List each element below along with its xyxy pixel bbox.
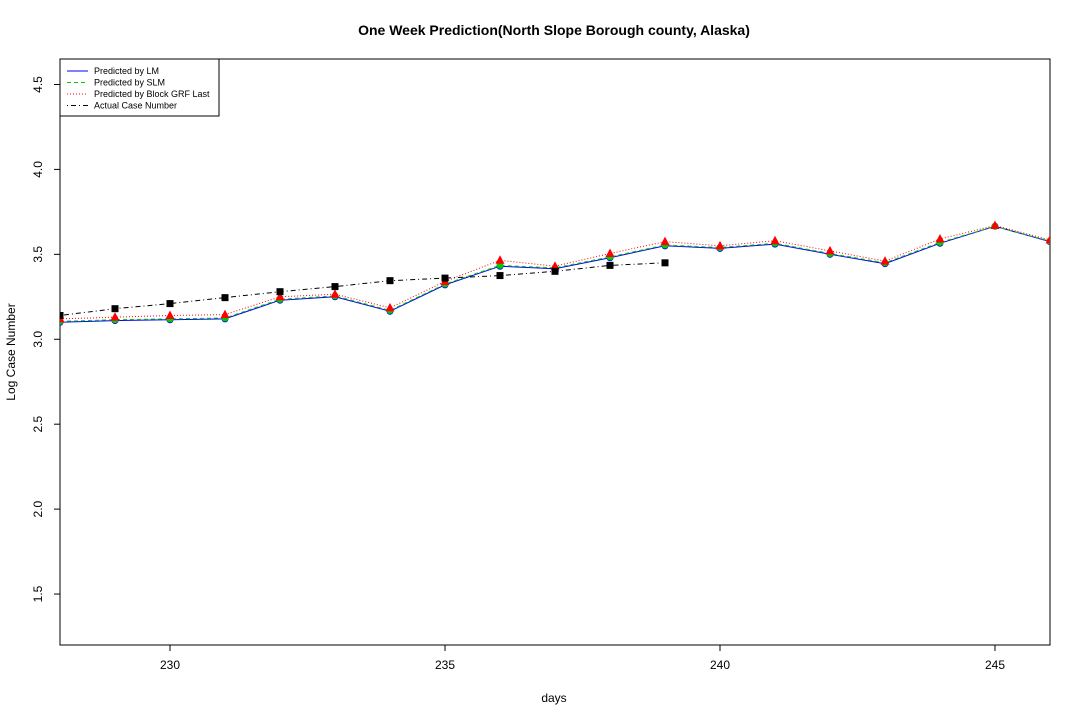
x-tick-label: 230 [160,658,180,672]
data-point-predicted-by-block-grf-last [275,291,285,301]
data-point-predicted-by-block-grf-last [880,256,890,265]
data-point-predicted-by-block-grf-last [550,261,560,270]
data-point-predicted-by-block-grf-last [385,302,395,312]
data-point-predicted-by-block-grf-last [330,289,340,298]
data-point-actual-case-number [111,305,119,313]
data-point-actual-case-number [551,267,559,275]
y-tick-label: 4.0 [31,161,45,178]
data-point-predicted-by-block-grf-last [165,310,175,319]
legend-box [59,58,220,117]
x-tick-label: 235 [435,658,455,672]
data-point-predicted-by-block-grf-last [660,236,670,246]
data-point-predicted-by-block-grf-last [715,240,725,250]
x-tick-label: 245 [985,658,1005,672]
data-point-predicted-by-block-grf-last [495,255,505,264]
legend-label: Predicted by LM [94,66,159,76]
y-tick-label: 2.5 [31,416,45,433]
plot-frame [59,58,1051,646]
y-tick-label: 4.5 [31,76,45,93]
legend-label: Predicted by Block GRF Last [94,89,210,99]
data-point-actual-case-number [386,277,394,285]
x-axis-label: days [541,691,566,705]
series-line-actual-case-number [60,262,666,316]
x-tick-label: 240 [710,658,730,672]
legend-label: Predicted by SLM [94,78,165,88]
data-point-predicted-by-block-grf-last [935,234,945,243]
y-tick-label: 2.0 [31,500,45,517]
data-point-predicted-by-block-grf-last [1045,234,1050,244]
data-point-actual-case-number [661,259,669,267]
data-point-predicted-by-block-grf-last [825,245,835,255]
data-point-actual-case-number [496,272,504,280]
data-point-actual-case-number [276,288,284,296]
legend-label: Actual Case Number [94,101,177,111]
y-axis: 1.5 2.0 2.5 3.0 3.5 4.0 4.5 [31,76,60,602]
data-point-predicted-by-block-grf-last [110,312,120,321]
data-point-predicted-by-block-grf-last [770,235,780,245]
data-point-predicted-by-block-grf-last [220,309,230,319]
data-point-actual-case-number [221,294,229,302]
x-axis: 230 235 240 245 [160,645,1005,672]
data-point-actual-case-number [60,311,64,319]
series-layer [60,220,1050,326]
data-point-predicted-by-block-grf-last [605,248,615,257]
y-tick-label: 1.5 [31,585,45,602]
data-point-actual-case-number [166,300,174,308]
data-point-predicted-by-block-grf-last [990,220,1000,229]
y-tick-label: 3.0 [31,331,45,348]
data-point-actual-case-number [606,261,614,269]
data-point-actual-case-number [331,283,339,291]
y-axis-label: Log Case Number [4,303,18,400]
chart-title: One Week Prediction(North Slope Borough … [358,22,750,38]
plot-area [60,220,1050,326]
data-point-actual-case-number [441,274,449,282]
legend: Predicted by LM Predicted by SLMPredicted… [59,58,220,117]
y-tick-label: 3.5 [31,246,45,263]
